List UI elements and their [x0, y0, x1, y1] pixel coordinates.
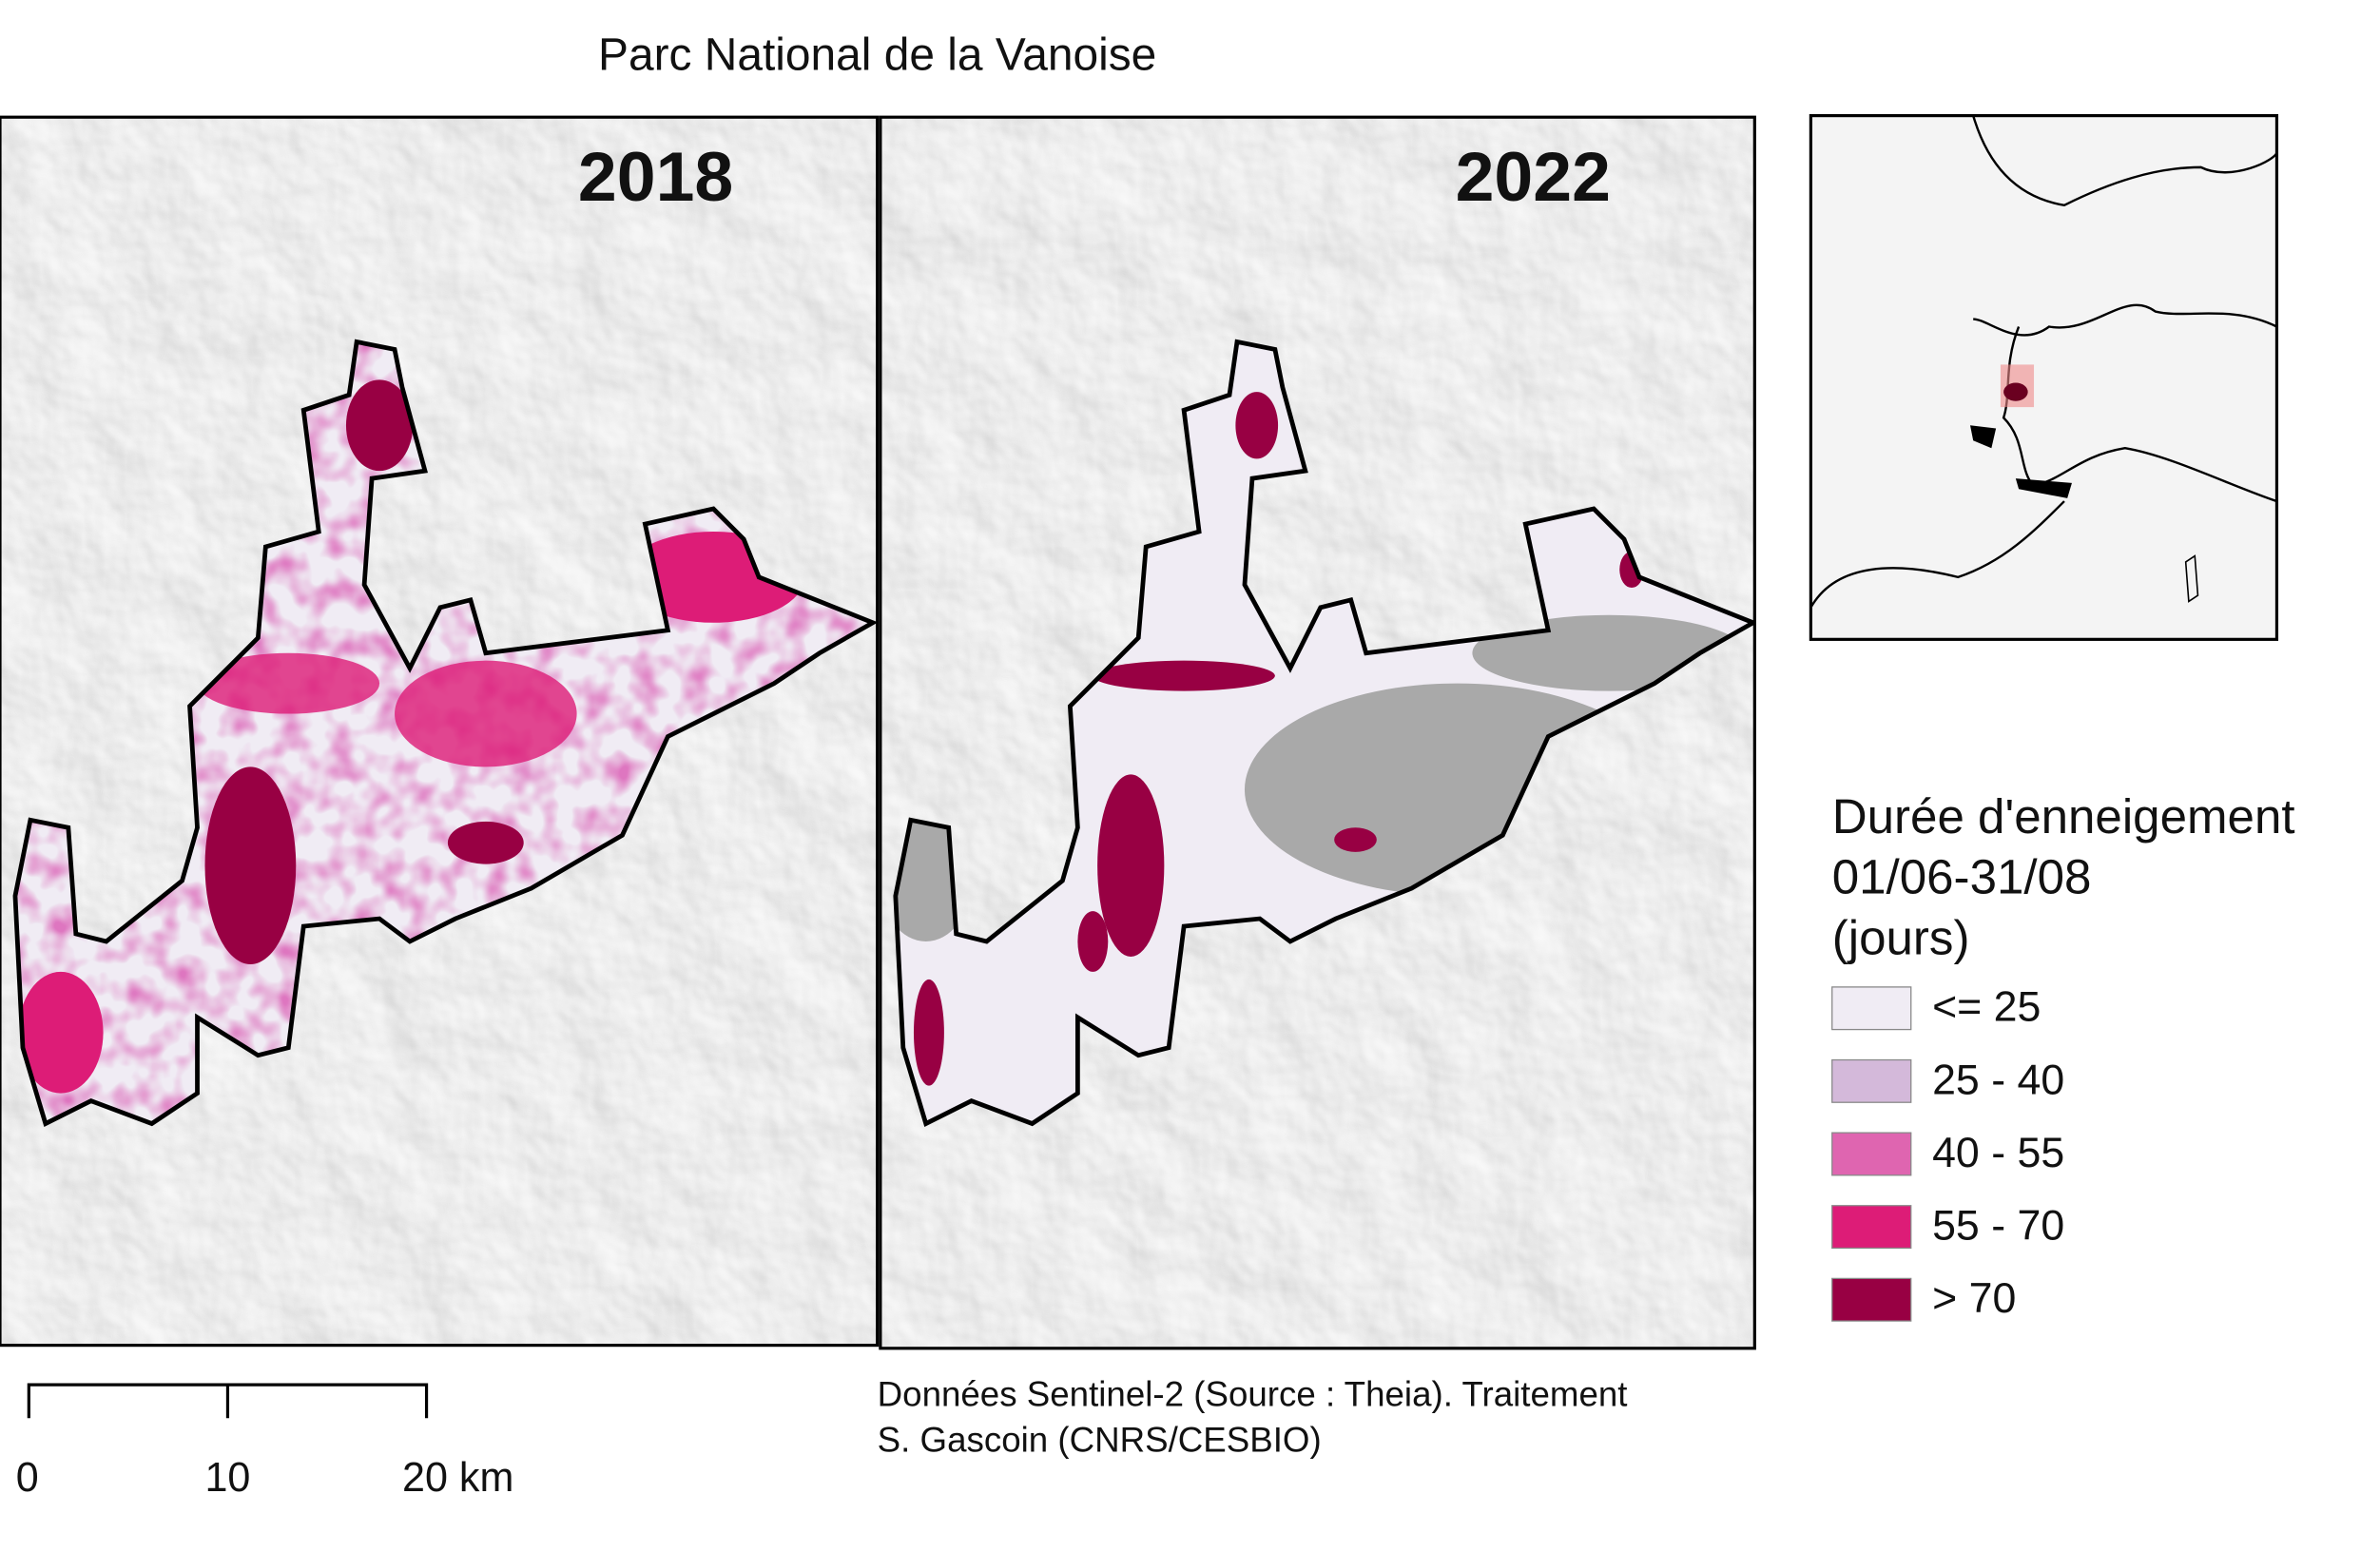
legend: Durée d'enneigement 01/06-31/08 (jours) …: [1831, 789, 2295, 1322]
legend-swatch: [1831, 1277, 1912, 1322]
legend-label: > 70: [1932, 1275, 2016, 1322]
legend-swatch: [1831, 1132, 1912, 1176]
source-text: Données Sentinel-2 (Source : Theia). Tra…: [878, 1375, 1628, 1414]
legend-swatch: [1831, 1058, 1912, 1103]
legend-label: 55 - 70: [1932, 1203, 2064, 1250]
scale-label: 0: [16, 1455, 39, 1501]
legend-label: <= 25: [1932, 984, 2041, 1031]
panel-frame: [879, 115, 1756, 1350]
legend-swatch: [1831, 986, 1912, 1031]
map-panel-2018: [0, 117, 878, 1346]
legend-title: Durée d'enneigement: [1832, 789, 2295, 844]
scale-bar: 0 10 20 km: [16, 1383, 513, 1501]
inset-map: [1809, 114, 2279, 641]
panel-frame: [0, 115, 880, 1348]
legend-title: 01/06-31/08: [1832, 850, 2092, 904]
map-title: Parc National de la Vanoise: [598, 30, 1156, 81]
legend-title: (jours): [1832, 910, 1970, 964]
map-panel-2022: [880, 117, 1791, 1348]
scale-label: 20 km: [402, 1455, 513, 1501]
panel-label: 2018: [578, 138, 733, 216]
panel-label: 2022: [1456, 138, 1611, 216]
source-text: S. Gascoin (CNRS/CESBIO): [878, 1420, 1322, 1459]
legend-label: 40 - 55: [1932, 1130, 2064, 1176]
scale-label: 10: [204, 1455, 250, 1501]
legend-label: 25 - 40: [1932, 1057, 2064, 1103]
legend-swatch: [1831, 1205, 1912, 1250]
